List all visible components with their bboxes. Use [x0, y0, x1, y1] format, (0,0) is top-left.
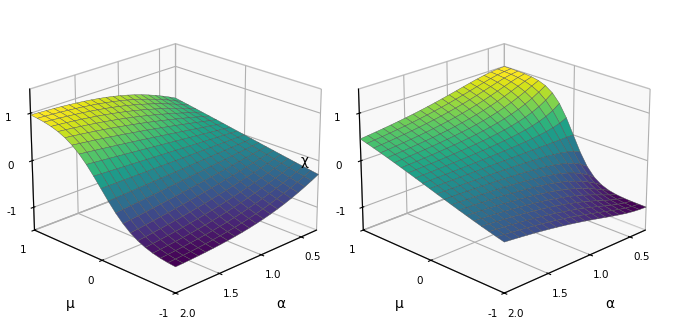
Y-axis label: μ: μ: [66, 297, 75, 311]
Y-axis label: μ: μ: [395, 297, 403, 311]
X-axis label: α: α: [605, 297, 614, 311]
X-axis label: α: α: [276, 297, 286, 311]
